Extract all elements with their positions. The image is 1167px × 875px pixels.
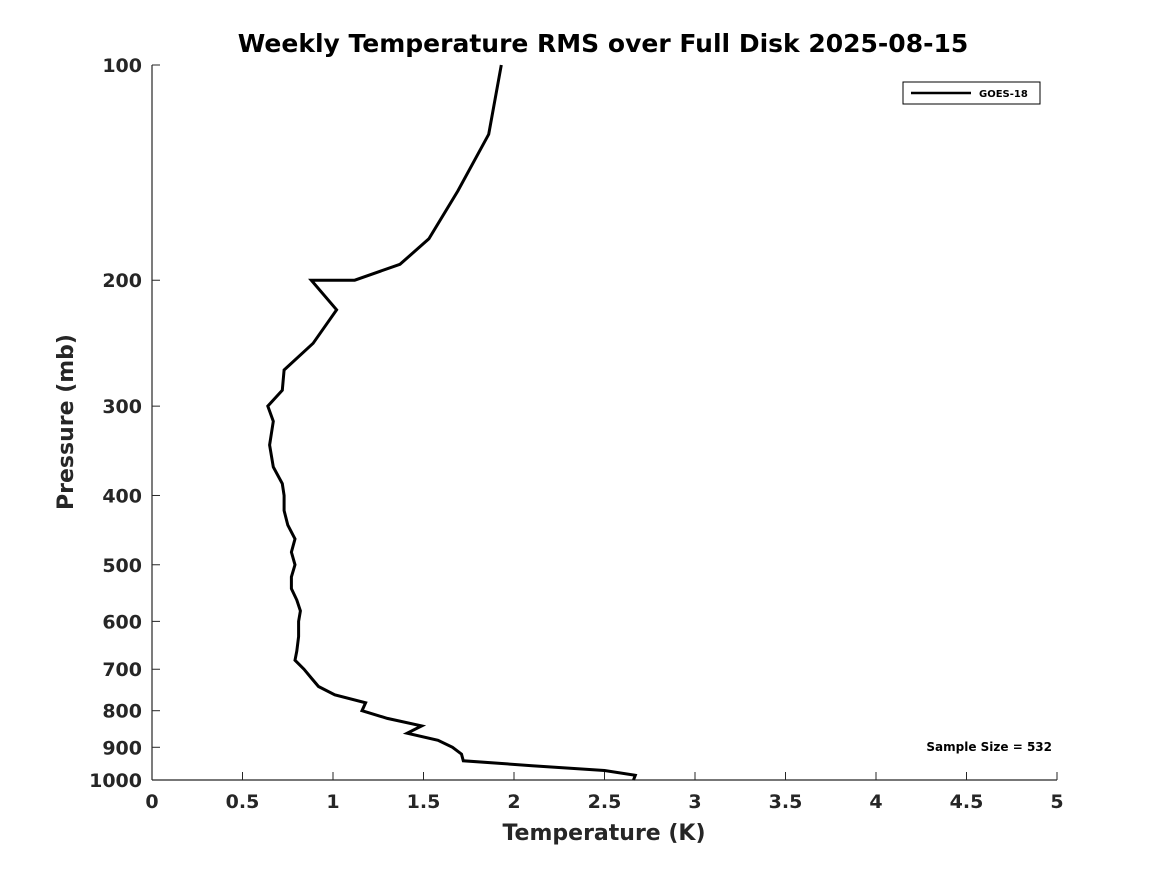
x-tick-label: 0 [145,791,158,813]
y-tick-label: 1000 [89,770,142,792]
x-tick-label: 4.5 [950,791,984,813]
y-tick-label: 500 [102,555,142,577]
x-tick-label: 1 [326,791,339,813]
x-tick-label: 3 [688,791,701,813]
y-tick-label: 200 [102,270,142,292]
legend-label-goes-18: GOES-18 [979,89,1028,100]
x-tick-label: 0.5 [226,791,260,813]
y-tick-label: 900 [102,737,142,759]
x-tick-label: 5 [1050,791,1063,813]
y-axis-ticks: 100 200 300 400 500 600 700 800 900 1000 [89,55,160,792]
y-tick-label: 400 [102,485,142,507]
x-tick-label: 4 [869,791,882,813]
chart-title: Weekly Temperature RMS over Full Disk 20… [238,29,969,58]
legend: GOES-18 [902,81,1041,105]
x-tick-label: 3.5 [769,791,803,813]
y-tick-label: 600 [102,611,142,633]
series-layer [266,64,638,781]
y-axis-label: Pressure (mb) [54,334,79,510]
y-tick-label: 300 [102,396,142,418]
x-axis-ticks: 0 0.5 1 1.5 2 2.5 3 3.5 4 4.5 5 [145,772,1064,813]
series-line-goes-18 [266,64,638,781]
plot-area [151,65,1057,781]
y-tick-label: 800 [102,701,142,723]
x-tick-label: 2.5 [588,791,622,813]
y-tick-label: 700 [102,659,142,681]
legend-box [902,81,1041,105]
x-axis-label: Temperature (K) [502,821,705,846]
x-tick-label: 1.5 [407,791,441,813]
sample-size-annotation: Sample Size = 532 [926,740,1052,754]
x-tick-label: 2 [507,791,520,813]
y-tick-label: 100 [102,55,142,77]
